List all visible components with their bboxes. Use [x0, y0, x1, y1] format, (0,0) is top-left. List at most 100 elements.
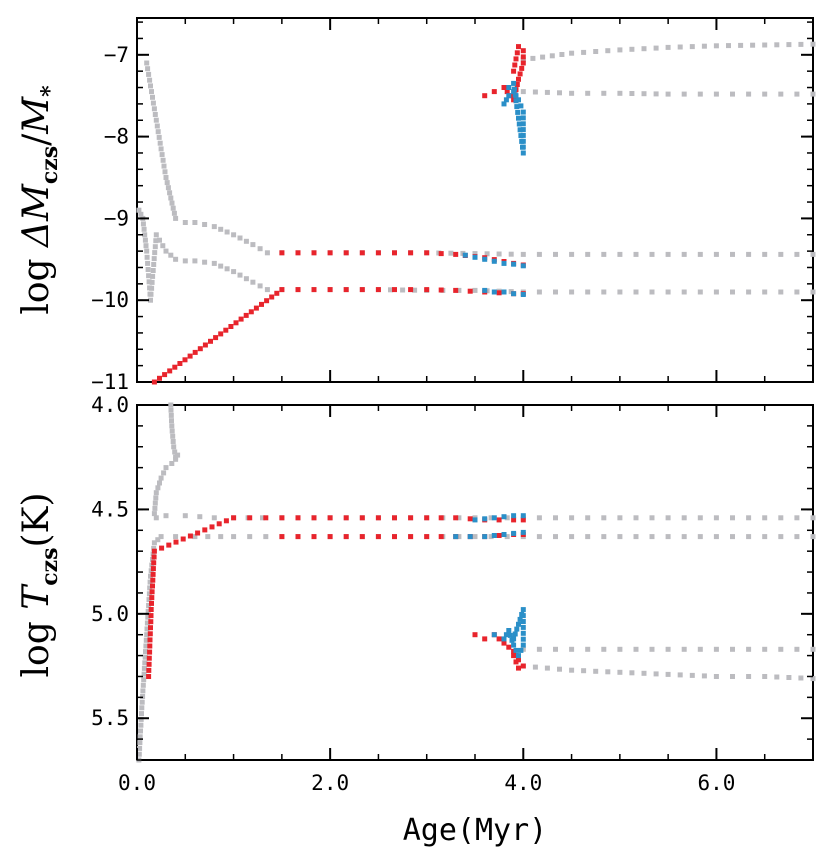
data-point-gray: [746, 289, 752, 295]
data-point-red: [223, 518, 229, 524]
data-point-red: [238, 316, 244, 322]
data-point-red: [424, 534, 430, 540]
data-point-red: [453, 287, 459, 293]
data-point-red: [311, 250, 317, 256]
data-point-gray: [142, 660, 148, 666]
data-point-gray: [160, 157, 166, 163]
data-point-red: [504, 89, 510, 95]
data-point-red: [516, 665, 521, 671]
data-point-gray: [633, 534, 639, 540]
data-point-gray: [231, 269, 237, 275]
data-point-gray: [472, 287, 478, 293]
data-point-gray: [211, 224, 217, 230]
data-point-gray: [633, 515, 639, 521]
data-point-gray: [182, 258, 188, 264]
data-point-gray: [182, 220, 188, 225]
data-point-gray: [138, 211, 144, 217]
data-point-gray: [448, 250, 454, 256]
data-point-gray: [142, 232, 148, 238]
x-axis-title: Age(Myr): [403, 813, 548, 848]
bottom-plot-frame: [136, 404, 814, 761]
data-point-gray: [601, 646, 607, 652]
data-point-gray: [617, 251, 623, 257]
data-point-red: [151, 560, 157, 566]
top-y-slash: /: [16, 133, 57, 146]
data-point-red: [231, 515, 237, 521]
data-point-red: [359, 250, 365, 256]
data-point-gray: [532, 89, 538, 95]
data-point-blue: [520, 292, 526, 297]
data-point-gray: [205, 534, 211, 540]
data-point-gray: [151, 256, 157, 262]
data-point-gray: [143, 243, 149, 249]
data-point-gray: [629, 46, 635, 52]
data-point-gray: [569, 251, 575, 257]
data-point-red: [192, 349, 198, 355]
data-point-blue: [511, 86, 517, 92]
data-point-gray: [553, 534, 558, 540]
data-point-gray: [569, 667, 575, 673]
data-point-gray: [665, 534, 671, 540]
data-point-red: [375, 534, 381, 540]
data-point-gray: [762, 674, 768, 679]
data-point-gray: [508, 251, 514, 257]
data-point-red: [519, 65, 525, 71]
data-point-gray: [762, 251, 768, 257]
data-point-red: [146, 667, 152, 673]
data-point-gray: [746, 674, 752, 679]
data-point-blue: [501, 289, 507, 295]
data-point-gray: [701, 43, 707, 49]
data-point-gray: [197, 514, 203, 520]
data-point-gray: [155, 485, 161, 491]
data-point-blue: [516, 115, 521, 121]
data-point-gray: [168, 252, 174, 258]
data-point-gray: [165, 185, 171, 191]
data-point-gray: [665, 646, 671, 652]
data-point-gray: [665, 251, 671, 257]
data-point-blue: [511, 642, 517, 648]
data-point-gray: [730, 289, 735, 295]
data-point-red: [173, 539, 179, 545]
data-point-gray: [794, 91, 800, 97]
data-point-gray: [649, 289, 655, 295]
data-point-gray: [151, 262, 157, 267]
data-point-gray: [152, 112, 158, 117]
data-point-gray: [569, 50, 575, 56]
data-point-gray: [746, 646, 752, 652]
data-point-blue: [507, 632, 513, 638]
data-point-blue: [515, 109, 521, 115]
data-point-gray: [536, 251, 542, 257]
data-point-gray: [681, 646, 687, 652]
data-point-gray: [152, 244, 158, 250]
data-point-gray: [173, 256, 179, 262]
data-point-gray: [412, 287, 418, 293]
data-point-gray: [569, 515, 575, 521]
data-point-gray: [264, 287, 270, 293]
data-point-blue: [520, 624, 526, 630]
data-point-red: [343, 515, 349, 521]
data-point-gray: [774, 674, 780, 680]
data-point-red: [467, 288, 473, 294]
data-point-gray: [649, 251, 655, 257]
data-point-red: [167, 368, 173, 374]
data-point-gray: [163, 175, 169, 180]
data-point-gray: [192, 258, 198, 264]
data-point-gray: [167, 190, 173, 196]
data-point-red: [253, 305, 259, 311]
data-point-gray: [218, 226, 224, 232]
data-point-blue: [517, 616, 523, 622]
data-point-gray: [520, 57, 526, 63]
data-point-red: [228, 324, 234, 329]
data-point-gray: [697, 534, 703, 540]
data-point-red: [150, 571, 156, 577]
data-point-gray: [147, 579, 153, 585]
data-point-gray: [146, 71, 152, 77]
y-tick-label: 5.5: [91, 706, 129, 730]
data-point-gray: [153, 238, 159, 244]
data-point-red: [259, 301, 264, 307]
data-point-red: [424, 250, 430, 256]
data-point-gray: [762, 289, 768, 295]
data-point-gray: [150, 273, 156, 279]
data-point-blue: [514, 626, 520, 632]
data-point-gray: [617, 534, 623, 540]
